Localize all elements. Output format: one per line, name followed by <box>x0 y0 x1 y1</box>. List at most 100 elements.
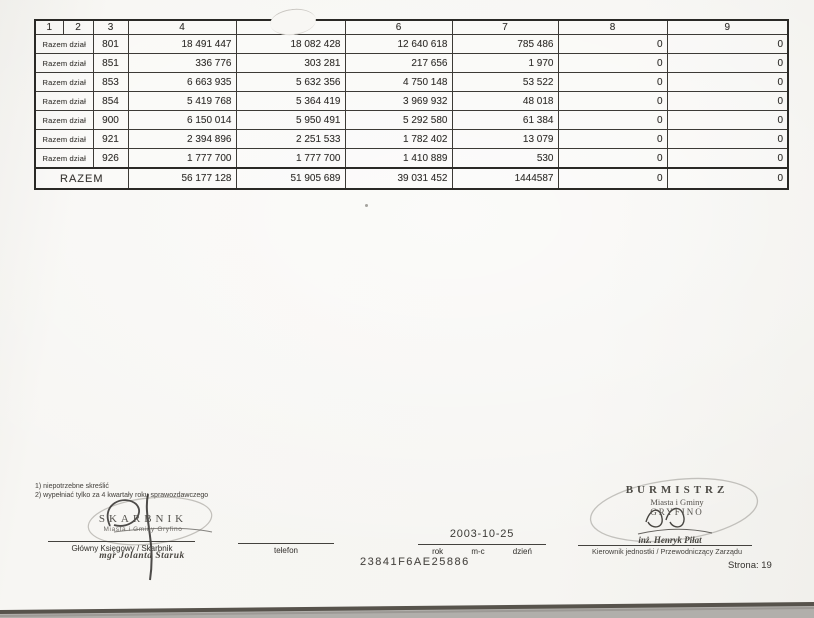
table-row: Razem dział 926 1 777 700 1 777 700 1 41… <box>34 148 789 169</box>
dzial-number: 854 <box>92 91 129 111</box>
cell-value: 5 950 491 <box>235 110 346 130</box>
col-header: 7 <box>451 19 559 35</box>
left-signature-line <box>48 541 195 542</box>
date-label-mc: m-c <box>471 547 485 556</box>
date-label-dzien: dzień <box>512 547 532 556</box>
scan-speck <box>365 204 368 207</box>
cell-value: 53 522 <box>451 72 559 92</box>
cell-value: 0 <box>557 110 668 130</box>
footnote-2: 2) wypełniać tylko za 4 kwartały roku sp… <box>35 492 209 499</box>
cell-value: 1 970 <box>451 53 559 73</box>
cell-value: 2 251 533 <box>235 129 346 149</box>
col-header: 9 <box>666 19 789 35</box>
document-code: 23841F6AE25886 <box>360 556 470 568</box>
row-label: Razem dział <box>34 91 94 111</box>
total-value: 56 177 128 <box>127 167 237 190</box>
left-signer-name: mgr Jolanta Staruk <box>99 551 185 561</box>
telefon-line <box>238 543 334 544</box>
cell-value: 0 <box>666 129 789 149</box>
cell-value: 336 776 <box>127 53 237 73</box>
cell-value: 0 <box>666 148 789 169</box>
budget-summary-table: 1 2 3 4 6 7 8 9 Razem dział 801 18 491 4… <box>34 19 789 190</box>
cell-value: 785 486 <box>451 34 559 54</box>
cell-value: 48 018 <box>451 91 559 111</box>
total-label: RAZEM <box>34 167 129 190</box>
row-label: Razem dział <box>34 72 94 92</box>
treasurer-stamp: SKARBNIK Miasta i Gminy Gryfino <box>48 513 238 533</box>
total-value: 0 <box>557 167 668 190</box>
table-row: Razem dział 921 2 394 896 2 251 533 1 78… <box>34 129 789 149</box>
cell-value: 0 <box>557 34 668 54</box>
row-label: Razem dział <box>34 53 94 73</box>
cell-value: 0 <box>666 91 789 111</box>
cell-value: 0 <box>666 110 789 130</box>
table-row: Razem dział 900 6 150 014 5 950 491 5 29… <box>34 110 789 130</box>
col-header: 8 <box>557 19 668 35</box>
row-label: Razem dział <box>34 110 94 130</box>
cell-value: 303 281 <box>235 53 346 73</box>
stamp-city: GRYFINO <box>650 507 704 517</box>
row-label: Razem dział <box>34 148 94 169</box>
right-signer-role: Kierownik jednostki / Przewodniczący Zar… <box>591 547 743 556</box>
cell-value: 5 419 768 <box>127 91 237 111</box>
dzial-number: 853 <box>92 72 129 92</box>
right-signer-name: inż. Henryk Piłat <box>638 535 702 545</box>
date-label-rok: rok <box>432 547 444 556</box>
cell-value: 4 750 148 <box>344 72 453 92</box>
cell-value: 0 <box>557 148 668 169</box>
left-signer-role: Główny Księgowy / Skarbnik <box>71 544 173 553</box>
footnote-1: 1) niepotrzebne skreślić <box>35 483 109 490</box>
cell-value: 5 364 419 <box>235 91 346 111</box>
stamp-title: BURMISTRZ <box>625 484 729 496</box>
dzial-number: 926 <box>92 148 129 169</box>
cell-value: 1 777 700 <box>235 148 346 169</box>
cell-value: 2 394 896 <box>127 129 237 149</box>
cell-value: 3 969 932 <box>344 91 453 111</box>
footnotes: 1) niepotrzebne skreślić 2) wypełniać ty… <box>35 482 208 500</box>
col-header: 1 <box>34 19 64 35</box>
total-value: 39 031 452 <box>344 167 453 190</box>
cell-value: 5 632 356 <box>235 72 346 92</box>
cell-value: 0 <box>666 53 789 73</box>
col-header: 3 <box>92 19 129 35</box>
cell-value: 0 <box>666 72 789 92</box>
right-signature-line <box>578 545 752 546</box>
stamp-subtitle: Miasta i Gminy Gryfino <box>103 526 183 533</box>
row-label: Razem dział <box>34 129 94 149</box>
total-value: 51 905 689 <box>235 167 346 190</box>
dzial-number: 921 <box>92 129 129 149</box>
cell-value: 0 <box>557 53 668 73</box>
col-header: 4 <box>127 19 237 35</box>
cell-value: 6 663 935 <box>127 72 237 92</box>
cell-value: 1 410 889 <box>344 148 453 169</box>
cell-value: 0 <box>666 34 789 54</box>
table-header-row: 1 2 3 4 6 7 8 9 <box>34 19 789 35</box>
dzial-number: 900 <box>92 110 129 130</box>
table-row: Razem dział 801 18 491 447 18 082 428 12… <box>34 34 789 54</box>
table-row: Razem dział 853 6 663 935 5 632 356 4 75… <box>34 72 789 92</box>
cell-value: 530 <box>451 148 559 169</box>
cell-value: 18 082 428 <box>235 34 346 54</box>
cell-value: 5 292 580 <box>344 110 453 130</box>
cell-value: 6 150 014 <box>127 110 237 130</box>
report-date: 2003-10-25 <box>449 528 515 540</box>
cell-value: 0 <box>557 91 668 111</box>
dzial-number: 851 <box>92 53 129 73</box>
date-line <box>418 544 546 545</box>
stamp-title: SKARBNIK <box>98 513 188 525</box>
mayor-stamp: BURMISTRZ Miasta i Gminy GRYFINO <box>592 484 762 517</box>
cell-value: 1 777 700 <box>127 148 237 169</box>
cell-value: 18 491 447 <box>127 34 237 54</box>
cell-value: 0 <box>557 72 668 92</box>
table-row: Razem dział 854 5 419 768 5 364 419 3 96… <box>34 91 789 111</box>
table-row: Razem dział 851 336 776 303 281 217 656 … <box>34 53 789 73</box>
cell-value: 13 079 <box>451 129 559 149</box>
cell-value: 217 656 <box>344 53 453 73</box>
cell-value: 1 782 402 <box>344 129 453 149</box>
dzial-number: 801 <box>92 34 129 54</box>
page-number: Strona: 19 <box>728 560 772 571</box>
table-total-row: RAZEM 56 177 128 51 905 689 39 031 452 1… <box>34 167 789 190</box>
date-field-labels: rok m-c dzień <box>418 547 546 556</box>
